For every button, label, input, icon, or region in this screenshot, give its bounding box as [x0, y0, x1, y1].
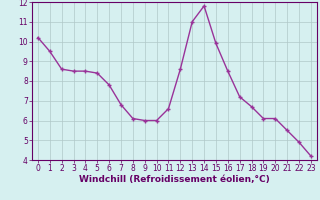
X-axis label: Windchill (Refroidissement éolien,°C): Windchill (Refroidissement éolien,°C) [79, 175, 270, 184]
